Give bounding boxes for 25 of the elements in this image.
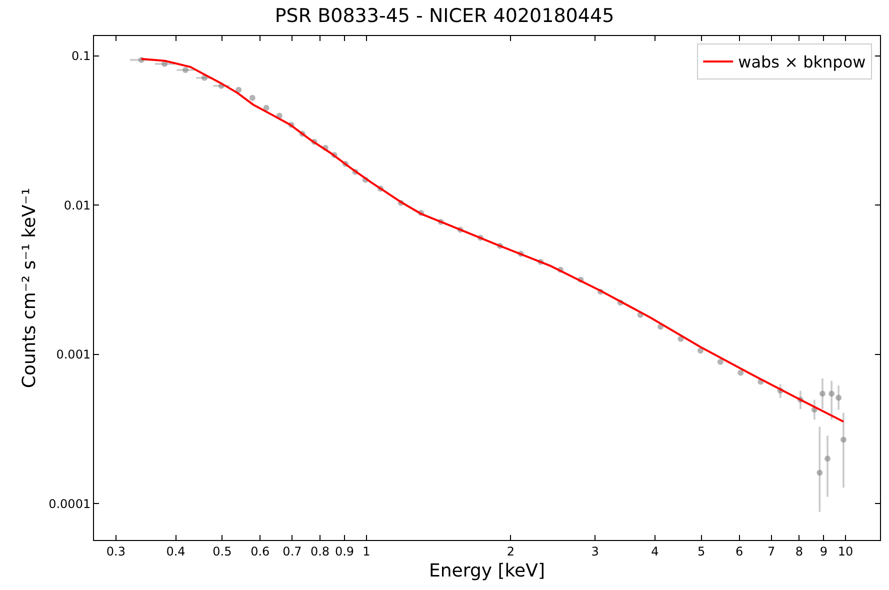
x-tick-label: 3 <box>591 544 599 558</box>
x-tick-label: 5 <box>698 544 706 558</box>
legend-label: wabs × bknpow <box>738 52 866 72</box>
x-tick-label: 0.6 <box>250 544 270 558</box>
x-tick-label: 0.5 <box>212 544 232 558</box>
x-tick-label: 0.3 <box>106 544 126 558</box>
x-tick-label: 6 <box>735 544 744 558</box>
chart-title: PSR B0833-45 - NICER 4020180445 <box>274 5 614 28</box>
x-tick-label: 0.7 <box>282 544 302 558</box>
x-tick-label: 10 <box>838 544 854 558</box>
x-tick-label: 1 <box>362 544 370 558</box>
y-tick-label: 0.0001 <box>48 496 91 511</box>
y-tick-label: 0.001 <box>56 348 91 362</box>
x-tick-label: 4 <box>651 544 659 558</box>
x-tick-label: 0.9 <box>334 544 354 558</box>
x-axis-title: Energy [keV] <box>429 560 545 582</box>
y-tick-label: 0.01 <box>64 198 91 212</box>
x-tick-label: 7 <box>768 544 776 558</box>
y-axis-title: Counts cm⁻² s⁻¹ keV⁻¹ <box>18 188 40 388</box>
x-tick-label: 8 <box>795 544 803 558</box>
x-tick-label: 0.4 <box>166 544 186 558</box>
x-tick-label: 9 <box>820 544 828 558</box>
x-tick-label: 0.8 <box>310 544 330 558</box>
y-tick-label: 0.1 <box>72 49 91 64</box>
x-tick-label: 2 <box>506 544 514 558</box>
